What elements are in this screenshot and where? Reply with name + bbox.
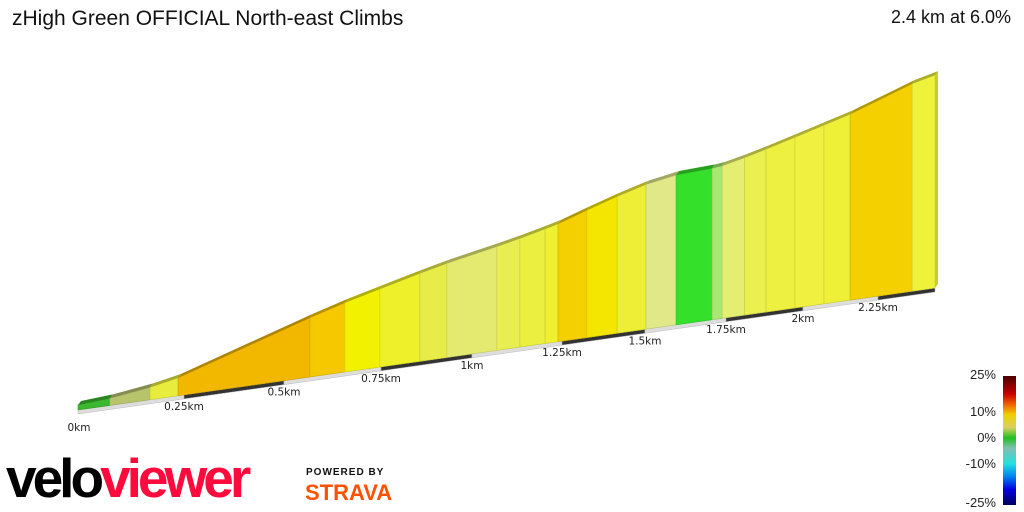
profile-end-face	[935, 71, 938, 288]
legend-label-10: 10%	[969, 404, 996, 419]
segment-top-face	[519, 225, 549, 239]
gradient-segment	[711, 165, 723, 321]
x-tick-label: 0.75km	[361, 373, 401, 385]
segment-top-face	[586, 192, 621, 211]
segment-top-face	[379, 269, 423, 289]
x-tick-label: 1.75km	[706, 324, 746, 336]
segment-top-face	[617, 180, 649, 197]
x-tick-label: 1.5km	[628, 335, 661, 347]
x-tick-label: 0.25km	[164, 401, 204, 413]
gradient-segment	[544, 223, 559, 344]
legend-label-0: 0%	[977, 430, 996, 445]
gradient-segment	[496, 238, 521, 351]
veloviewer-logo[interactable]: veloviewer	[6, 447, 251, 509]
segment-top-face	[824, 110, 854, 126]
gradient-segment	[744, 148, 767, 316]
page-title: zHigh Green OFFICIAL North-east Climbs	[12, 7, 404, 30]
logo-velo: velo	[6, 447, 104, 509]
x-tick-label: 2km	[792, 313, 815, 325]
gradient-segment	[586, 196, 618, 338]
gradient-segment	[645, 174, 677, 330]
gradient-segment	[849, 83, 913, 301]
legend-label-neg10: -10%	[965, 456, 996, 471]
gradient-segment	[911, 74, 936, 292]
segment-top-face	[109, 383, 154, 399]
segment-top-face	[78, 394, 113, 405]
gradient-segment	[344, 288, 381, 373]
gradient-segment	[616, 184, 647, 334]
gradient-segment	[675, 168, 713, 326]
segment-top-face	[766, 133, 798, 150]
segment-top-face	[150, 373, 182, 388]
legend-label-neg25: -25%	[965, 495, 996, 510]
gradient-segment	[557, 209, 588, 343]
segment-top-face	[744, 145, 770, 158]
gradient-segment	[177, 317, 311, 397]
gradient-segment	[823, 113, 851, 305]
x-tick-label: 1.25km	[542, 347, 582, 359]
gradient-segment	[794, 124, 825, 309]
gradient-segment	[419, 262, 448, 362]
x-tick-label: 0.5km	[267, 387, 300, 399]
segment-top-face	[419, 259, 450, 274]
segment-top-face	[309, 298, 348, 318]
segment-top-face	[676, 164, 716, 176]
segment-top-face	[645, 171, 680, 185]
segment-top-face	[794, 121, 827, 138]
climb-summary: 2.4 km at 6.0%	[890, 7, 1011, 27]
gradient-segment	[765, 136, 796, 313]
segment-top-face	[712, 161, 726, 169]
legend-label-25: 25%	[969, 367, 996, 382]
x-tick-label: 1km	[461, 360, 484, 372]
segment-top-face	[178, 313, 313, 378]
gradient-segment	[519, 228, 546, 348]
gradient-color-scale	[1003, 376, 1016, 505]
strava-logo[interactable]: STRAVA	[305, 480, 393, 505]
segment-top-face	[722, 153, 748, 166]
segment-top-face	[545, 219, 562, 230]
x-tick-label: 2.25km	[858, 302, 898, 314]
segment-top-face	[850, 79, 916, 115]
gradient-segment	[721, 157, 745, 319]
segment-top-face	[344, 284, 383, 303]
segment-top-face	[558, 206, 590, 224]
segment-top-face	[496, 234, 523, 247]
logo-viewer: viewer	[100, 447, 251, 509]
x-tick-label: 0km	[68, 422, 91, 434]
gradient-segment	[379, 272, 421, 368]
segment-top-face	[446, 242, 500, 264]
segment-top-face	[912, 71, 938, 84]
powered-by-label: POWERED BY	[306, 467, 385, 478]
gradient-segment	[446, 246, 498, 358]
